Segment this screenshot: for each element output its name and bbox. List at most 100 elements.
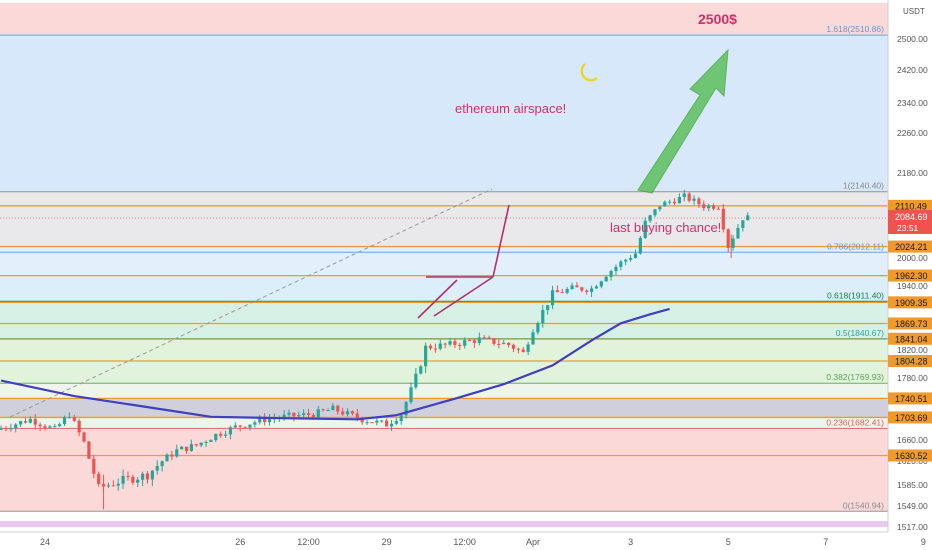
candle-body xyxy=(609,271,613,277)
zone-band xyxy=(0,246,888,276)
candle-body xyxy=(219,433,223,436)
candle-body xyxy=(302,413,306,416)
candle-body xyxy=(687,193,691,201)
candle-body xyxy=(155,465,159,471)
candle-body xyxy=(180,446,184,450)
candle-body xyxy=(336,405,340,412)
candle-body xyxy=(62,417,67,425)
candle-body xyxy=(736,227,740,239)
candle-body xyxy=(482,337,486,339)
candle-body xyxy=(48,426,52,428)
candle-body xyxy=(116,483,120,486)
level-tag-label: 1804.28 xyxy=(895,357,928,367)
candle-body xyxy=(707,205,711,209)
y-tick-label: 1585.00 xyxy=(897,480,928,490)
candle-body xyxy=(433,348,437,350)
x-tick-label: 5 xyxy=(726,537,731,547)
candle-body xyxy=(546,305,550,311)
x-tick-label: 26 xyxy=(235,537,245,547)
x-tick-label: 24 xyxy=(40,537,50,547)
candle-body xyxy=(463,340,467,346)
candle-body xyxy=(746,215,750,221)
x-tick-label: 12:00 xyxy=(297,537,320,547)
fib-zone-bands xyxy=(0,3,888,539)
candle-body xyxy=(555,290,559,293)
level-tag-label: 1740.51 xyxy=(895,394,928,404)
candle-body xyxy=(394,421,398,424)
level-tag xyxy=(888,332,932,345)
candle-body xyxy=(380,420,384,422)
candle-body xyxy=(263,417,267,423)
level-tag xyxy=(888,269,932,282)
current-price-tag xyxy=(888,210,932,235)
candle-body xyxy=(248,424,252,428)
candle-body xyxy=(97,473,101,485)
zone-band xyxy=(0,428,888,512)
candle-body xyxy=(419,366,423,374)
zone-band xyxy=(0,417,888,429)
candle-body xyxy=(292,412,296,417)
zone-band xyxy=(0,191,888,247)
candle-body xyxy=(345,411,350,415)
candle-body xyxy=(199,442,203,446)
y-tick-label: 2000.00 xyxy=(897,253,928,263)
candle-body xyxy=(624,259,628,262)
candle-body xyxy=(67,417,71,419)
candle-body xyxy=(136,479,140,483)
candle-body xyxy=(653,209,657,216)
candle-body xyxy=(87,441,91,459)
zone-band xyxy=(0,275,888,302)
fib-label: 0(1540.94) xyxy=(843,500,884,510)
candle-body xyxy=(668,201,672,203)
candle-body xyxy=(365,422,369,424)
candle-body xyxy=(438,343,442,349)
candle-body xyxy=(487,337,491,339)
candle-body xyxy=(414,373,418,388)
flag-pole xyxy=(417,279,458,319)
moving-average xyxy=(0,307,670,421)
candle-body xyxy=(111,485,115,487)
zone-band xyxy=(0,35,888,192)
candle-body xyxy=(507,342,511,345)
candle-body xyxy=(672,201,677,204)
candle-body xyxy=(121,475,125,484)
candle-body xyxy=(385,420,389,427)
candle-body xyxy=(375,420,379,423)
y-tick-label: 2180.00 xyxy=(897,168,928,178)
candle-body xyxy=(677,196,681,204)
current-price-label: 2084.69 xyxy=(895,212,928,222)
level-tag-label: 2024.21 xyxy=(895,242,928,252)
level-tag xyxy=(888,317,932,330)
candle-body xyxy=(716,208,721,210)
candle-body xyxy=(106,485,111,487)
last-chance-annotation: last buying chance! xyxy=(610,220,721,235)
candle-body xyxy=(453,341,457,346)
candle-body xyxy=(682,193,686,197)
candle-body xyxy=(253,422,257,425)
y-tick-label: 1780.00 xyxy=(897,373,928,383)
candle-body xyxy=(306,413,311,416)
candle-body xyxy=(350,411,355,414)
breakout-line xyxy=(492,204,510,278)
level-tag-label: 1909.35 xyxy=(895,298,928,308)
candle-body xyxy=(711,205,716,209)
candle-body xyxy=(389,423,394,427)
candle-body xyxy=(282,414,286,419)
level-tag xyxy=(888,199,932,212)
zone-band xyxy=(0,383,888,399)
y-tick-label: 1660.00 xyxy=(897,435,928,445)
candle-body xyxy=(721,208,725,230)
candle-body xyxy=(580,287,584,291)
candle-body xyxy=(53,426,57,428)
y-tick-label: 2260.00 xyxy=(897,128,928,138)
candle-body xyxy=(287,412,291,415)
candle-body xyxy=(404,402,408,416)
candle-body xyxy=(267,418,272,423)
currency-label: USDT xyxy=(903,7,925,16)
level-tag-label: 2110.49 xyxy=(895,201,927,211)
zone-band xyxy=(0,301,888,339)
y-tick-label: 2340.00 xyxy=(897,98,928,108)
